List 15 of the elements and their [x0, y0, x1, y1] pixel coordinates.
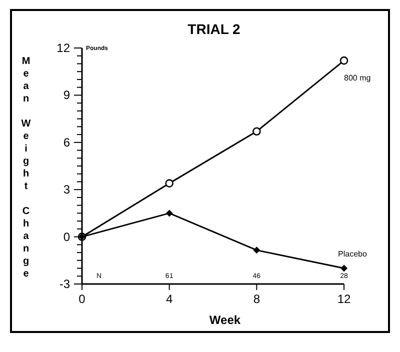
- y-tick-label: 6: [63, 135, 70, 150]
- x-tick-label: 4: [166, 292, 173, 306]
- y-tick-label: 12: [56, 41, 70, 55]
- series-label: 800 mg: [344, 74, 371, 83]
- chart-title: TRIAL 2: [188, 21, 241, 37]
- y-tick-label: 9: [63, 88, 70, 102]
- x-axis-title: Week: [209, 313, 241, 327]
- text: Mean Weight Change: [21, 56, 31, 280]
- x-tick-label: 12: [337, 292, 351, 306]
- y-tick-label: 3: [63, 182, 70, 197]
- y-tick-label: -3: [59, 277, 70, 291]
- x-tick-label: 8: [253, 292, 260, 306]
- x-tick-label: 0: [78, 292, 86, 306]
- series-label: Placebo: [338, 249, 368, 258]
- y-tick-label: 0: [63, 230, 70, 244]
